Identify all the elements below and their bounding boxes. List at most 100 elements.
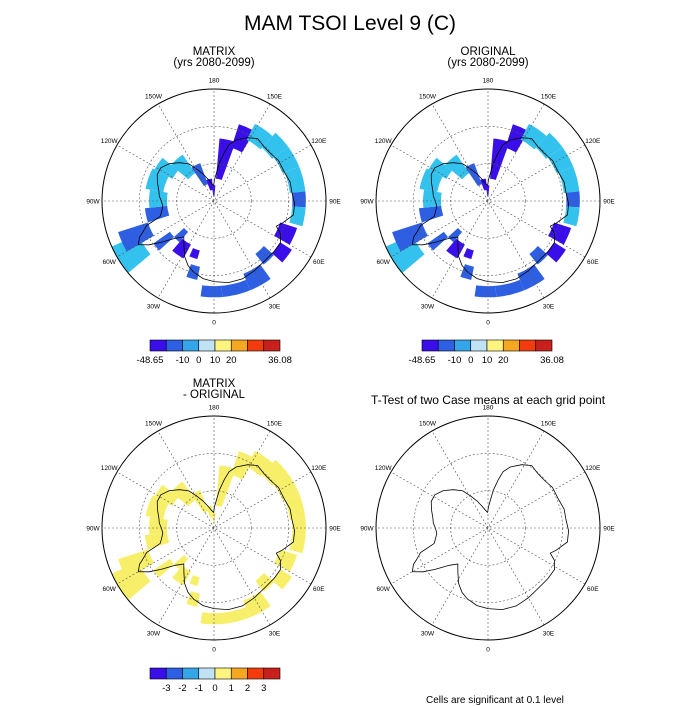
grid-cell bbox=[262, 459, 289, 486]
grid-cell bbox=[427, 231, 448, 251]
colorbar-box bbox=[247, 339, 265, 352]
colorbar-label: 10 bbox=[482, 355, 493, 366]
colorbar-box bbox=[470, 339, 488, 352]
longitude-label: 30W bbox=[421, 630, 435, 637]
longitude-label: 120W bbox=[101, 138, 119, 145]
grid-cell bbox=[153, 231, 174, 251]
grid-cell bbox=[206, 178, 213, 191]
grid-cell bbox=[246, 450, 273, 477]
meridian-line bbox=[157, 103, 271, 299]
longitude-label: 60E bbox=[587, 586, 599, 593]
grid-cell bbox=[448, 228, 463, 243]
longitude-label: 120E bbox=[585, 465, 601, 472]
grid-cell bbox=[262, 132, 289, 159]
map-boundary bbox=[101, 88, 327, 314]
meridian-line bbox=[157, 430, 271, 626]
grid-cell bbox=[490, 138, 510, 180]
longitude-label: 0 bbox=[212, 320, 216, 327]
grid-cell bbox=[216, 465, 236, 507]
grid-cell bbox=[243, 591, 271, 618]
colorbar-box bbox=[535, 339, 553, 352]
meridian-line bbox=[157, 430, 271, 626]
longitude-label: 150E bbox=[541, 421, 557, 428]
grid-cell bbox=[284, 166, 306, 193]
grid-cell bbox=[174, 228, 189, 243]
colorbar-label: -3 bbox=[162, 683, 170, 694]
colorbar-box bbox=[198, 339, 216, 352]
map-ttest: 0 30E 60E 90E 120E 150E 180 150W 120W 90W 60W 30W bbox=[360, 405, 615, 654]
coastline bbox=[137, 464, 296, 611]
grid-cell bbox=[284, 493, 306, 520]
grid-cell bbox=[495, 279, 525, 297]
grid-cell bbox=[255, 573, 274, 592]
grid-cell bbox=[566, 191, 580, 208]
longitude-label: 30W bbox=[147, 303, 161, 310]
longitude-label: 90E bbox=[329, 526, 341, 533]
grid-cell bbox=[211, 512, 216, 524]
coastline bbox=[411, 464, 570, 611]
grid-cell bbox=[211, 185, 216, 197]
colorbar-original: -48.65 -10 0 10 20 36.08 bbox=[409, 339, 564, 366]
longitude-label: 90W bbox=[360, 199, 374, 206]
colorbar-box bbox=[437, 339, 455, 352]
colorbar-label: -10 bbox=[176, 355, 190, 366]
colorbar-matrix: -48.65 -10 0 10 20 36.08 bbox=[137, 339, 292, 366]
grid-cell bbox=[153, 558, 174, 578]
grid-cell bbox=[546, 242, 566, 263]
longitude-label: 60E bbox=[587, 259, 599, 266]
grid-cell bbox=[485, 185, 490, 197]
longitude-label: 180 bbox=[483, 405, 494, 412]
grid-cell bbox=[446, 238, 465, 259]
longitude-label: 60W bbox=[103, 586, 117, 593]
grid-cell bbox=[517, 264, 545, 291]
longitude-label: 150E bbox=[267, 94, 283, 101]
longitude-label: 150W bbox=[419, 94, 437, 101]
grid-cell bbox=[200, 612, 223, 625]
panel-title-matrix: MATRIX (yrs 2080-2099) bbox=[114, 46, 314, 69]
grid-cell bbox=[418, 205, 444, 223]
colorbar-box bbox=[519, 339, 537, 352]
longitude-label: 60W bbox=[377, 259, 391, 266]
longitude-label: 60W bbox=[103, 259, 117, 266]
colorbar-label: 0 bbox=[196, 355, 201, 366]
colorbar-box bbox=[421, 339, 439, 352]
grid-cell bbox=[548, 222, 572, 245]
grid-cell bbox=[246, 123, 273, 150]
colorbar-label: 1 bbox=[229, 683, 234, 694]
grid-cell bbox=[292, 191, 306, 208]
colorbar-label: 36.08 bbox=[268, 355, 292, 366]
longitude-label: 180 bbox=[209, 78, 220, 85]
grid-cell bbox=[445, 154, 470, 180]
significance-footnote: Cells are significant at 0.1 level bbox=[426, 695, 564, 706]
longitude-label: 90W bbox=[86, 526, 100, 533]
colorbar-box bbox=[263, 667, 281, 680]
longitude-label: 30E bbox=[269, 303, 281, 310]
grid-cell bbox=[171, 481, 196, 507]
colorbar-label: 36.08 bbox=[540, 355, 564, 366]
longitude-label: 90E bbox=[329, 199, 341, 206]
panel-title-line1: MATRIX bbox=[192, 46, 236, 58]
grid-cell bbox=[221, 606, 251, 624]
panel-title-original: ORIGINAL (yrs 2080-2099) bbox=[388, 46, 588, 69]
grid-cell bbox=[171, 154, 196, 180]
grid-cell bbox=[474, 285, 497, 298]
map-boundary bbox=[375, 88, 601, 314]
longitude-label: 60E bbox=[313, 259, 325, 266]
longitude-label: 90E bbox=[603, 526, 615, 533]
longitude-label: 60W bbox=[377, 586, 391, 593]
coastline bbox=[411, 137, 570, 284]
colorbar-box bbox=[486, 339, 504, 352]
grid-cell bbox=[536, 132, 563, 159]
grid-cell bbox=[255, 246, 274, 265]
colorbar-box bbox=[454, 339, 472, 352]
longitude-label: 90E bbox=[603, 199, 615, 206]
colorbar-label: -48.65 bbox=[409, 355, 436, 366]
grid-cell bbox=[149, 189, 168, 208]
colorbar-label: 0 bbox=[212, 683, 217, 694]
grid-cell bbox=[189, 575, 200, 587]
colorbar-difference: -3 -2 -1 0 1 2 3 bbox=[149, 667, 281, 694]
grid-cell bbox=[272, 242, 292, 263]
grid-cell bbox=[520, 123, 547, 150]
colorbar-box bbox=[247, 667, 265, 680]
longitude-label: 150W bbox=[145, 421, 163, 428]
